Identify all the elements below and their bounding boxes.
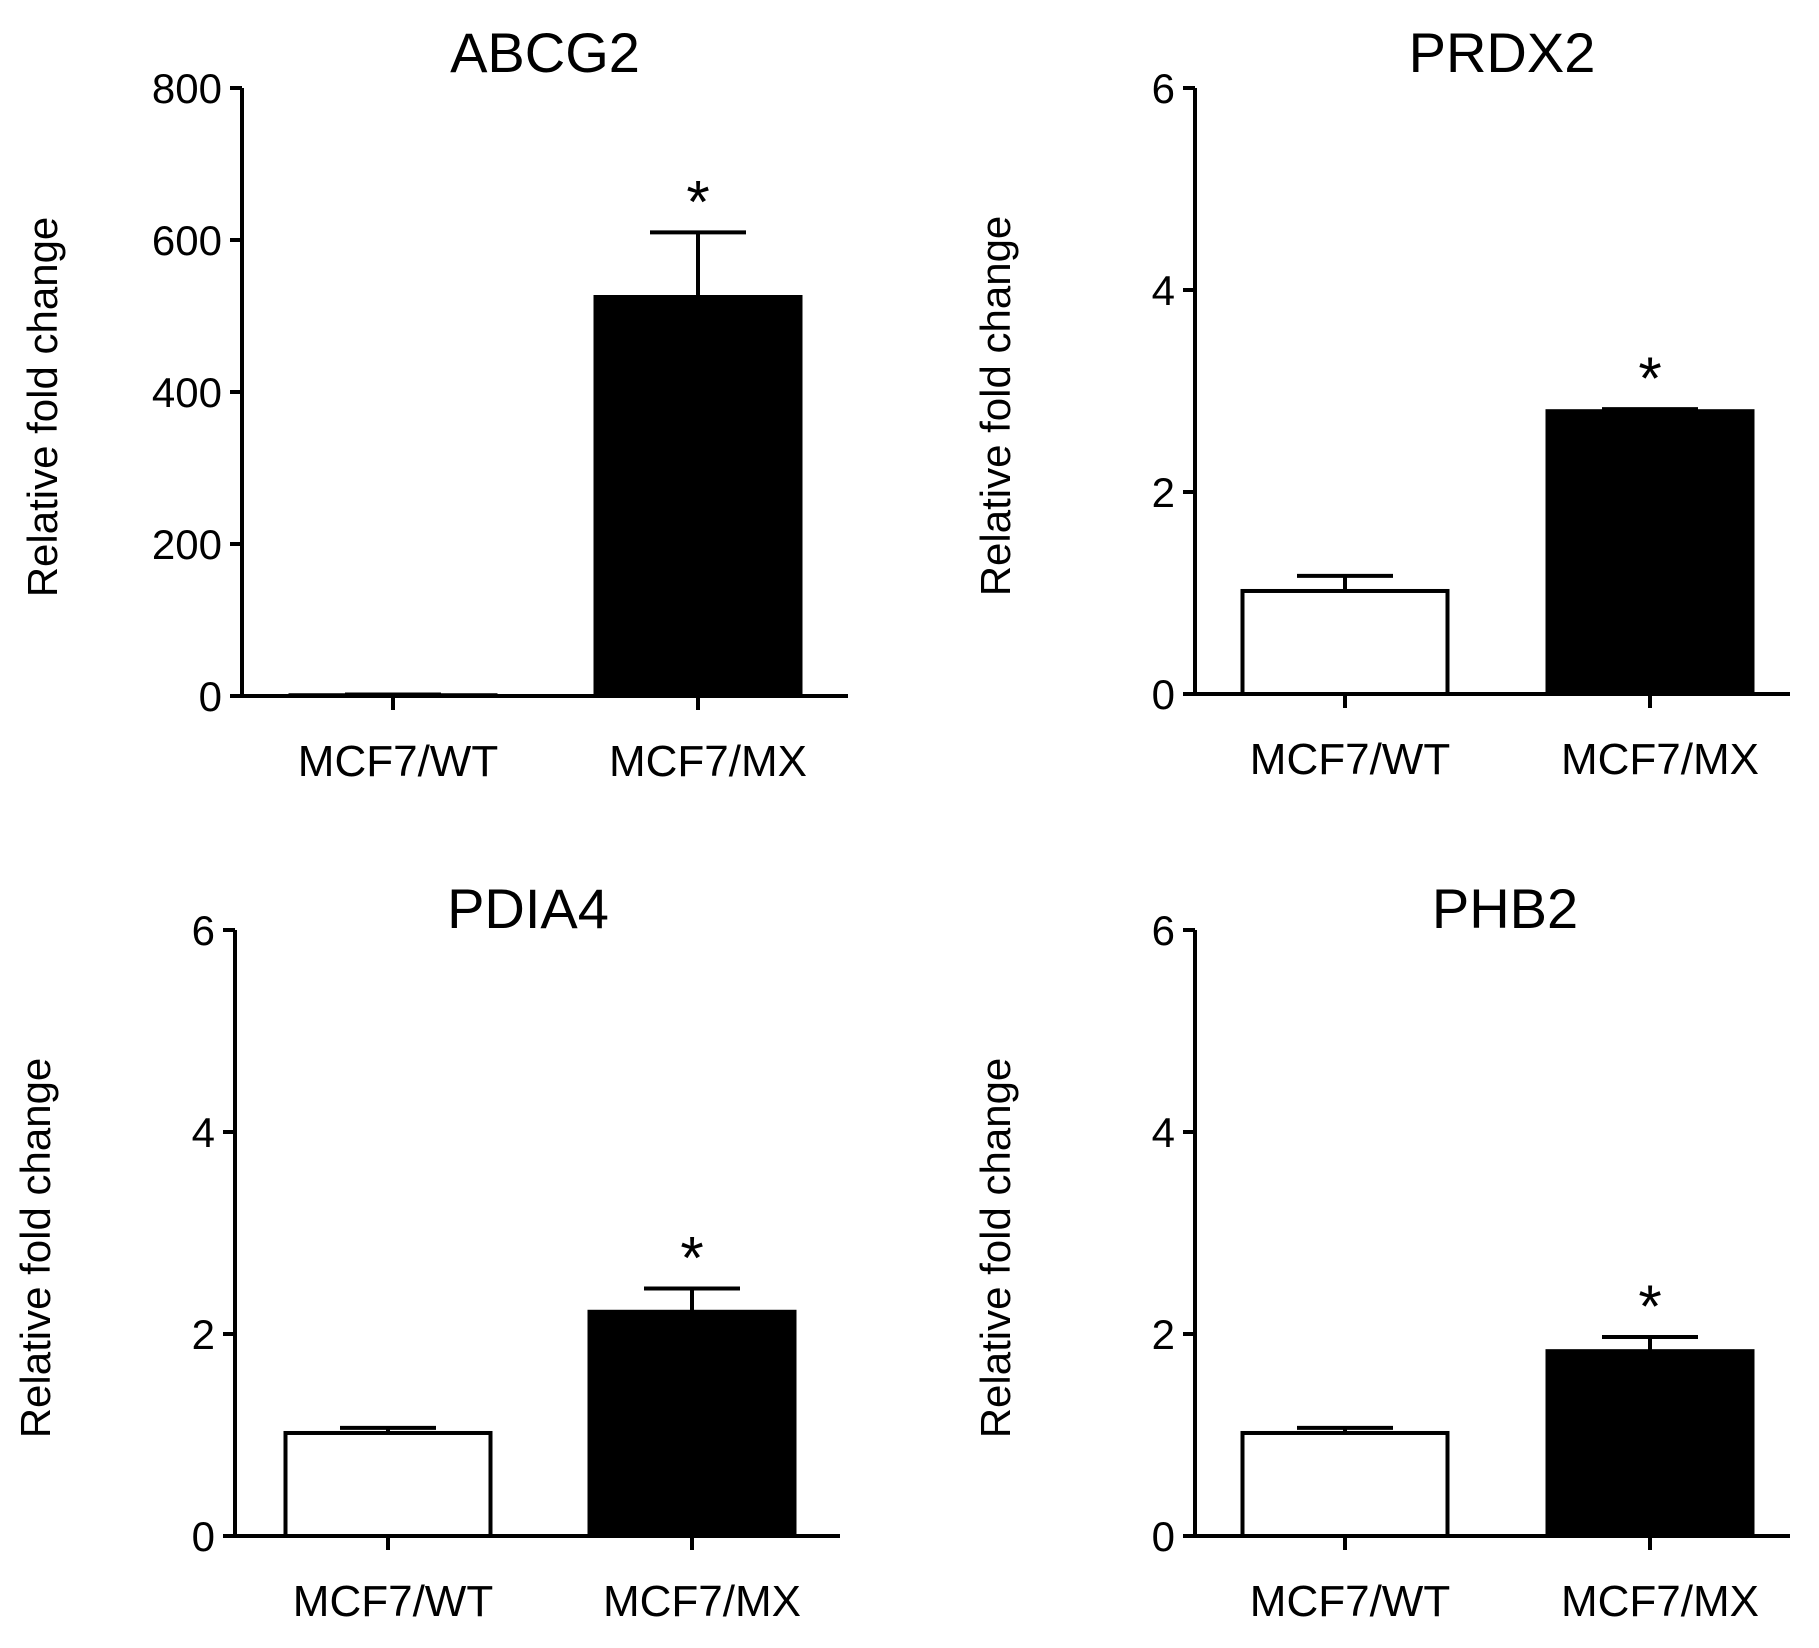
y-tick-label: 2 — [1152, 469, 1175, 516]
y-axis-label: Relative fold change — [19, 217, 66, 598]
significance-asterisk: * — [1638, 345, 1661, 412]
x-tick-label: MCF7/WT — [293, 1577, 493, 1626]
y-tick-label: 4 — [1152, 1109, 1175, 1156]
y-tick-label: 6 — [192, 907, 215, 954]
chart-panel-pdia4: PDIA4 Relative fold change 0 2 4 6 MCF7/WT MCF7… — [12, 877, 840, 1626]
bar-mcf7-wt — [1240, 1430, 1450, 1538]
significance-asterisk: * — [680, 1225, 703, 1292]
chart-title: PDIA4 — [447, 877, 609, 940]
x-tick-label: MCF7/MX — [1561, 735, 1759, 784]
y-axis-label: Relative fold change — [972, 1058, 1019, 1439]
bar-mcf7-mx — [1545, 409, 1755, 696]
chart-panel-abcg2: ABCG2 Relative fold change 0 200 400 600 800 MC… — [19, 21, 848, 786]
chart-title: ABCG2 — [450, 21, 640, 84]
y-tick-label: 400 — [152, 369, 222, 416]
y-axis-label: Relative fold change — [972, 216, 1019, 597]
y-tick-label: 600 — [152, 217, 222, 264]
y-tick-label: 6 — [1152, 65, 1175, 112]
y-axis-label: Relative fold change — [12, 1058, 59, 1439]
y-tick-label: 4 — [192, 1109, 215, 1156]
bar-mcf7-wt — [283, 1430, 493, 1538]
y-tick-label: 2 — [1152, 1311, 1175, 1358]
significance-asterisk: * — [1638, 1273, 1661, 1340]
y-tick-label: 2 — [192, 1311, 215, 1358]
x-tick-label: MCF7/WT — [298, 737, 498, 786]
y-tick-label: 800 — [152, 65, 222, 112]
y-tick-label: 0 — [1152, 1513, 1175, 1560]
y-tick-label: 200 — [152, 521, 222, 568]
y-tick-label: 0 — [199, 673, 222, 720]
chart-title: PHB2 — [1432, 877, 1578, 940]
y-tick-label: 6 — [1152, 907, 1175, 954]
x-tick-label: MCF7/MX — [603, 1577, 801, 1626]
y-tick-label: 0 — [192, 1513, 215, 1560]
x-tick-label: MCF7/MX — [609, 737, 807, 786]
bar-mcf7-mx — [1545, 1349, 1755, 1539]
bar-mcf7-mx — [593, 295, 803, 698]
significance-asterisk: * — [686, 168, 709, 235]
y-tick-label: 4 — [1152, 267, 1175, 314]
bar-mcf7-wt — [1240, 588, 1450, 696]
x-tick-label: MCF7/MX — [1561, 1577, 1759, 1626]
chart-panel-phb2: PHB2 Relative fold change 0 2 4 6 MCF7/WT MCF7/… — [972, 877, 1790, 1626]
x-tick-label: MCF7/WT — [1250, 1577, 1450, 1626]
x-tick-label: MCF7/WT — [1250, 735, 1450, 784]
chart-panel-prdx2: PRDX2 Relative fold change 0 2 4 6 MCF7/WT MCF7… — [972, 21, 1790, 784]
y-tick-label: 0 — [1152, 671, 1175, 718]
bar-mcf7-mx — [587, 1309, 797, 1539]
chart-title: PRDX2 — [1409, 21, 1596, 84]
